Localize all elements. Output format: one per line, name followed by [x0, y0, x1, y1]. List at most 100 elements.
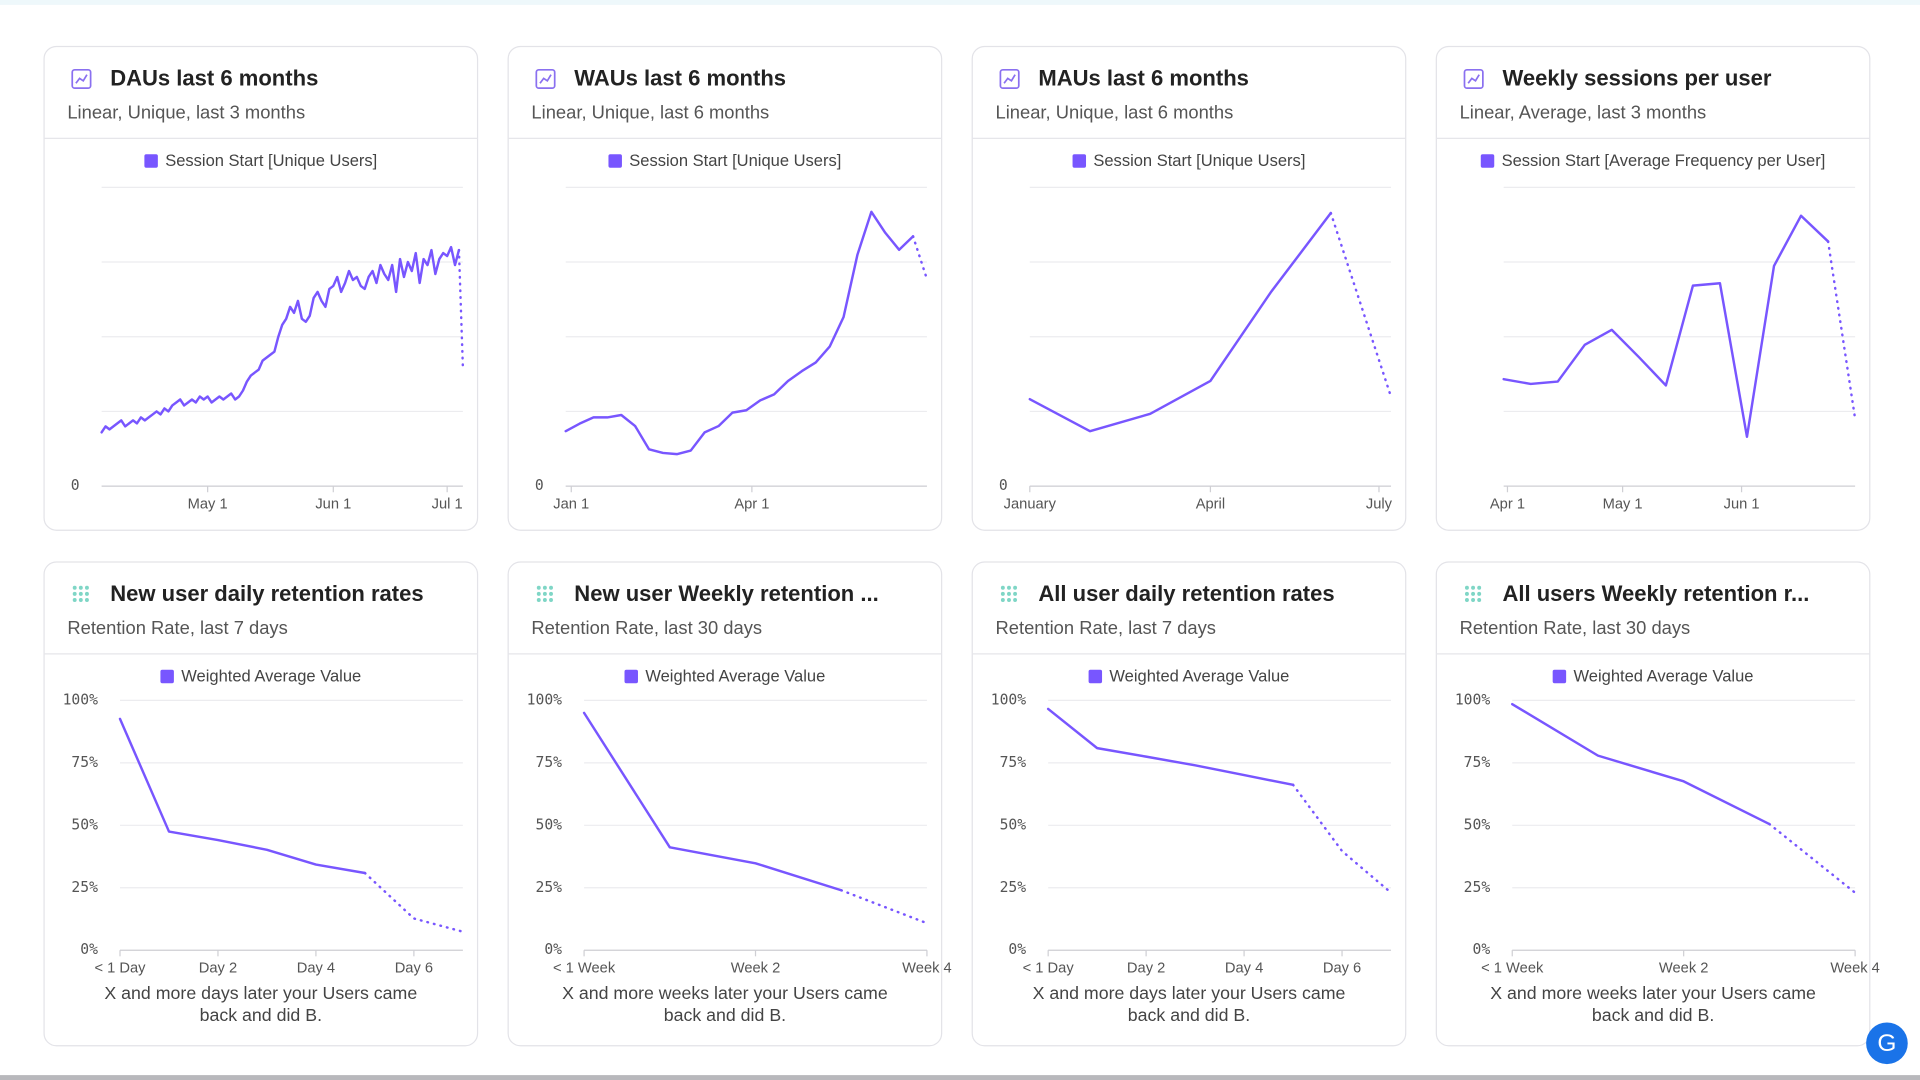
card-frame: [43, 561, 479, 1047]
card-frame: [1435, 561, 1871, 1047]
card-frame: [507, 561, 943, 1047]
chart-card: WAUs last 6 months Linear, Unique, last 6…: [507, 45, 943, 531]
x-tick-label: Day 6: [1323, 960, 1361, 976]
retention-icon-dot: [1464, 598, 1469, 602]
help-button-label[interactable]: G: [1877, 1030, 1896, 1057]
x-tick-label: Apr 1: [1490, 496, 1525, 512]
card-frame: [1435, 45, 1871, 531]
card-title[interactable]: MAUs last 6 months: [1038, 65, 1249, 90]
y-tick-label: 0%: [1008, 941, 1026, 958]
chart-card: All user daily retention rates Retention …: [971, 561, 1407, 1047]
card-subtitle: Retention Rate, last 30 days: [531, 617, 762, 638]
y-tick-label: 25%: [1000, 879, 1027, 896]
card-title[interactable]: DAUs last 6 months: [110, 65, 318, 90]
y-tick-label: 75%: [1464, 754, 1491, 771]
card-title[interactable]: WAUs last 6 months: [574, 65, 786, 90]
insights-icon-line: [75, 74, 88, 84]
card-title[interactable]: Weekly sessions per user: [1502, 65, 1771, 90]
card-title[interactable]: New user daily retention rates: [110, 581, 423, 606]
x-tick-label: Jun 1: [1724, 496, 1760, 512]
card-subtitle: Retention Rate, last 7 days: [996, 617, 1216, 638]
chart-card: New user daily retention rates Retention …: [43, 561, 479, 1047]
y-tick-label: 25%: [71, 879, 98, 896]
help-button[interactable]: [1866, 1022, 1908, 1065]
series-line-incomplete: [1329, 211, 1393, 399]
x-tick-label: < 1 Day: [1023, 960, 1075, 976]
series-line: [1046, 707, 1295, 787]
card-subtitle: Linear, Average, last 3 months: [1460, 102, 1707, 123]
series-line-incomplete: [1826, 240, 1857, 420]
y-tick-label: 100%: [63, 691, 99, 708]
x-tick-label: May 1: [1603, 496, 1643, 512]
y-tick-label: 100%: [527, 691, 563, 708]
retention-icon-dot: [1464, 585, 1469, 590]
insights-icon: [535, 68, 556, 90]
x-axis-label: X and more days later your Users came ba…: [1032, 984, 1346, 1027]
legend-swatch: [1072, 154, 1087, 168]
x-tick-label: Week 4: [1830, 960, 1880, 976]
y-tick-label: 50%: [1464, 816, 1491, 833]
x-tick-label: Jan 1: [553, 496, 589, 512]
x-axis-label-box: X and more days later your Users came ba…: [1032, 984, 1346, 1027]
series-line-incomplete: [363, 871, 465, 933]
insights-icon-line: [539, 74, 552, 84]
retention-icon-dot: [84, 591, 89, 596]
series-line: [100, 245, 461, 434]
retention-icon-dot: [1471, 585, 1476, 590]
card-subtitle: Linear, Unique, last 6 months: [996, 102, 1234, 123]
card-title[interactable]: New user Weekly retention ...: [574, 581, 878, 606]
retention-icon-dot: [78, 585, 83, 590]
x-axis-label: X and more weeks later your Users came b…: [562, 984, 888, 1027]
legend-label: Session Start [Average Frequency per Use…: [1502, 151, 1826, 170]
chart-card: Weekly sessions per user Linear, Average,…: [1435, 45, 1871, 531]
retention-icon-dot: [536, 591, 541, 596]
x-tick-label: Day 4: [1225, 960, 1263, 976]
series-line-incomplete: [1768, 822, 1857, 894]
retention-icon-dot: [549, 598, 553, 602]
x-tick-label: Week 2: [731, 960, 781, 976]
retention-icon-dot: [1477, 591, 1482, 596]
retention-icon-dot: [78, 598, 83, 602]
legend-label: Weighted Average Value: [645, 667, 825, 686]
retention-icon-dot: [1007, 585, 1011, 590]
x-axis-label-box: X and more weeks later your Users came b…: [1490, 984, 1816, 1026]
card-title[interactable]: All user daily retention rates: [1038, 581, 1334, 606]
card-title[interactable]: All users Weekly retention r...: [1502, 581, 1809, 606]
retention-icon-dot: [549, 585, 553, 590]
retention-icon-dot: [1471, 598, 1476, 602]
x-tick-label: Jun 1: [315, 496, 351, 512]
retention-icon-dot: [1000, 598, 1005, 602]
retention-icon-dot: [549, 591, 553, 596]
y-tick-label: 0%: [1473, 941, 1491, 958]
y-tick-label: 100%: [991, 691, 1027, 708]
chart-card: DAUs last 6 months Linear, Unique, last 3…: [43, 45, 479, 531]
retention-icon-dot: [1000, 585, 1005, 590]
retention-icon-dot: [1471, 591, 1476, 596]
series-line-incomplete: [457, 248, 465, 368]
legend-swatch: [1552, 669, 1567, 684]
retention-icon-dot: [1000, 591, 1005, 596]
card-subtitle: Retention Rate, last 30 days: [1460, 617, 1691, 638]
y-tick-label: 75%: [536, 754, 563, 771]
retention-icon-dot: [536, 598, 541, 602]
insights-icon: [1463, 68, 1484, 90]
legend-label: Session Start [Unique Users]: [629, 151, 841, 170]
x-tick-label: Week 4: [902, 960, 952, 976]
retention-icon-dot: [84, 598, 89, 602]
retention-icon-dot: [542, 598, 547, 602]
y-tick-label: 0: [71, 477, 80, 494]
legend-label: Session Start [Unique Users]: [165, 151, 377, 170]
legend-swatch: [160, 669, 174, 684]
retention-icon-dot: [536, 585, 541, 590]
legend-swatch: [608, 154, 622, 168]
card-frame: [971, 561, 1407, 1047]
top-strip: [0, 0, 1920, 5]
series-line-incomplete: [911, 235, 929, 281]
legend-label: Session Start [Unique Users]: [1093, 151, 1305, 170]
y-tick-label: 75%: [71, 754, 98, 771]
x-tick-label: Apr 1: [734, 496, 769, 512]
x-tick-label: < 1 Day: [94, 960, 146, 976]
series-line: [1511, 702, 1771, 826]
